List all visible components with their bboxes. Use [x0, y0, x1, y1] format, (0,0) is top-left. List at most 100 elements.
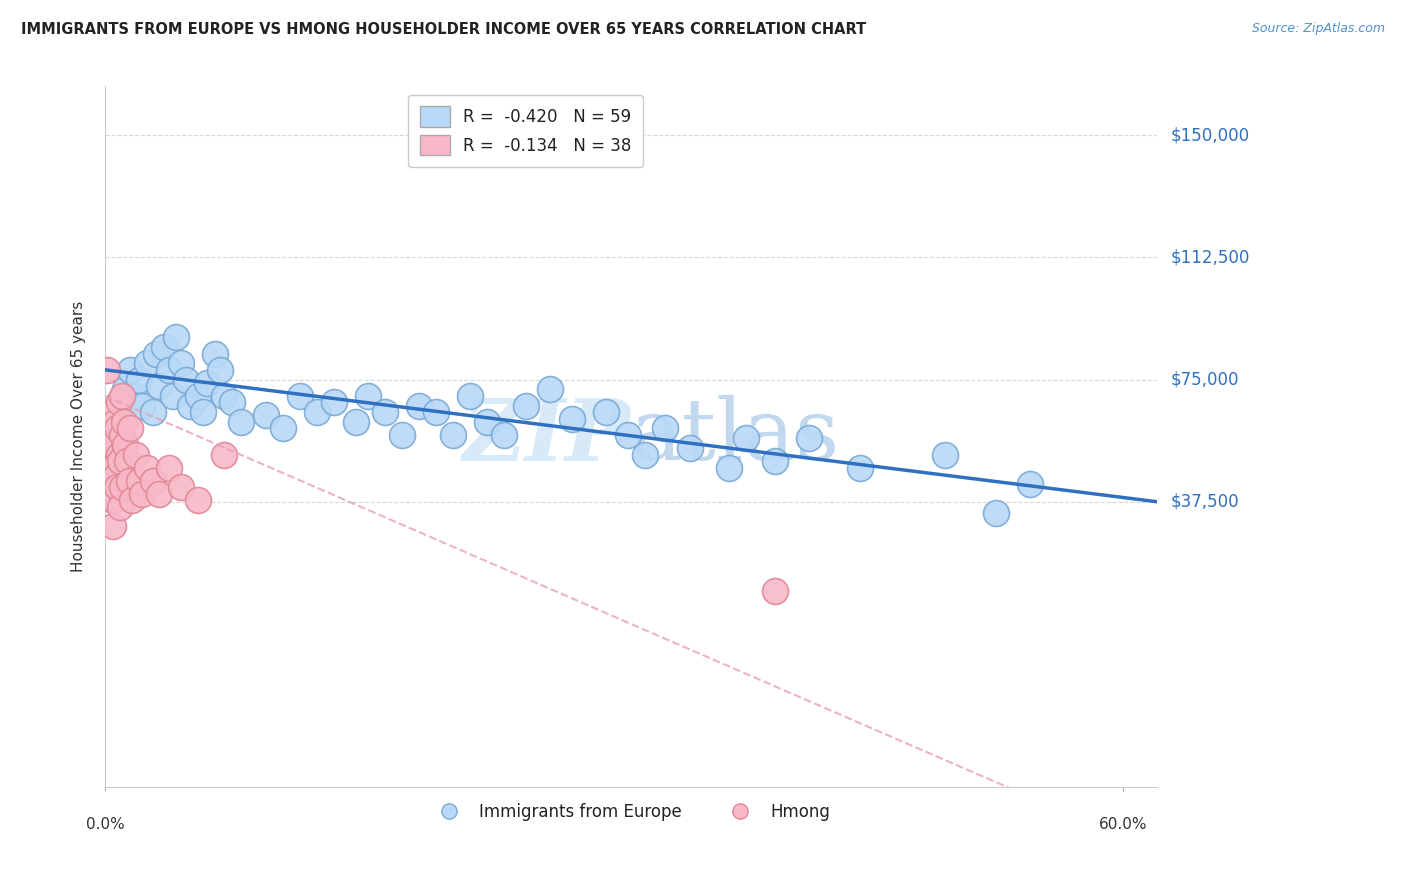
Point — [616, 428, 638, 442]
Point — [254, 409, 277, 423]
Point — [104, 415, 127, 429]
Text: $150,000: $150,000 — [1171, 127, 1250, 145]
Point — [735, 431, 758, 445]
Point — [141, 474, 163, 488]
Point — [121, 493, 143, 508]
Point — [112, 448, 135, 462]
Point — [170, 356, 193, 370]
Point — [120, 421, 142, 435]
Point — [221, 395, 243, 409]
Point — [212, 389, 235, 403]
Text: $75,000: $75,000 — [1171, 370, 1240, 389]
Point — [763, 454, 786, 468]
Point — [131, 486, 153, 500]
Text: atlas: atlas — [631, 395, 841, 478]
Point — [114, 383, 136, 397]
Point — [110, 454, 132, 468]
Point — [105, 421, 128, 435]
Text: $112,500: $112,500 — [1171, 248, 1250, 267]
Point — [103, 519, 125, 533]
Point — [323, 395, 346, 409]
Point — [344, 415, 367, 429]
Point — [96, 363, 118, 377]
Point — [104, 470, 127, 484]
Point — [561, 411, 583, 425]
Point — [165, 330, 187, 344]
Point — [145, 346, 167, 360]
Point — [101, 405, 124, 419]
Point — [128, 373, 150, 387]
Point — [98, 428, 121, 442]
Point — [209, 363, 232, 377]
Point — [107, 448, 129, 462]
Point — [492, 428, 515, 442]
Point — [934, 448, 956, 462]
Point — [288, 389, 311, 403]
Legend: Immigrants from Europe, Hmong: Immigrants from Europe, Hmong — [426, 797, 837, 828]
Point — [475, 415, 498, 429]
Point — [408, 399, 430, 413]
Point — [120, 363, 142, 377]
Point — [391, 428, 413, 442]
Text: 60.0%: 60.0% — [1099, 817, 1147, 832]
Point — [718, 460, 741, 475]
Point — [103, 460, 125, 475]
Text: Source: ZipAtlas.com: Source: ZipAtlas.com — [1251, 22, 1385, 36]
Point — [103, 493, 125, 508]
Point — [187, 493, 209, 508]
Point — [148, 379, 170, 393]
Point — [110, 500, 132, 514]
Point — [107, 395, 129, 409]
Point — [111, 480, 134, 494]
Point — [111, 431, 134, 445]
Point — [98, 454, 121, 468]
Point — [170, 480, 193, 494]
Point — [1018, 476, 1040, 491]
Point — [159, 363, 181, 377]
Point — [97, 454, 120, 468]
Point — [193, 405, 215, 419]
Point — [124, 389, 146, 403]
Text: ZIP: ZIP — [463, 395, 631, 478]
Text: IMMIGRANTS FROM EUROPE VS HMONG HOUSEHOLDER INCOME OVER 65 YEARS CORRELATION CHA: IMMIGRANTS FROM EUROPE VS HMONG HOUSEHOL… — [21, 22, 866, 37]
Point — [114, 438, 136, 452]
Point — [97, 474, 120, 488]
Point — [112, 415, 135, 429]
Point — [148, 486, 170, 500]
Point — [271, 421, 294, 435]
Point — [195, 376, 218, 390]
Text: $37,500: $37,500 — [1171, 492, 1240, 511]
Point — [162, 389, 184, 403]
Point — [187, 389, 209, 403]
Point — [128, 474, 150, 488]
Point — [176, 373, 198, 387]
Point — [357, 389, 380, 403]
Point — [101, 438, 124, 452]
Point — [307, 405, 329, 419]
Point — [654, 421, 676, 435]
Point — [136, 356, 159, 370]
Point — [204, 346, 226, 360]
Point — [111, 428, 134, 442]
Point — [763, 584, 786, 599]
Point — [679, 441, 702, 455]
Point — [136, 460, 159, 475]
Point — [799, 431, 821, 445]
Point — [153, 340, 176, 354]
Point — [159, 460, 181, 475]
Point — [515, 399, 537, 413]
Y-axis label: Householder Income Over 65 years: Householder Income Over 65 years — [72, 301, 86, 573]
Point — [458, 389, 481, 403]
Point — [131, 399, 153, 413]
Point — [229, 415, 252, 429]
Point — [179, 399, 201, 413]
Point — [115, 454, 138, 468]
Point — [118, 474, 141, 488]
Text: 0.0%: 0.0% — [86, 817, 124, 832]
Point — [110, 415, 132, 429]
Point — [633, 448, 655, 462]
Point — [538, 383, 561, 397]
Point — [984, 506, 1007, 520]
Point — [212, 448, 235, 462]
Point — [441, 428, 464, 442]
